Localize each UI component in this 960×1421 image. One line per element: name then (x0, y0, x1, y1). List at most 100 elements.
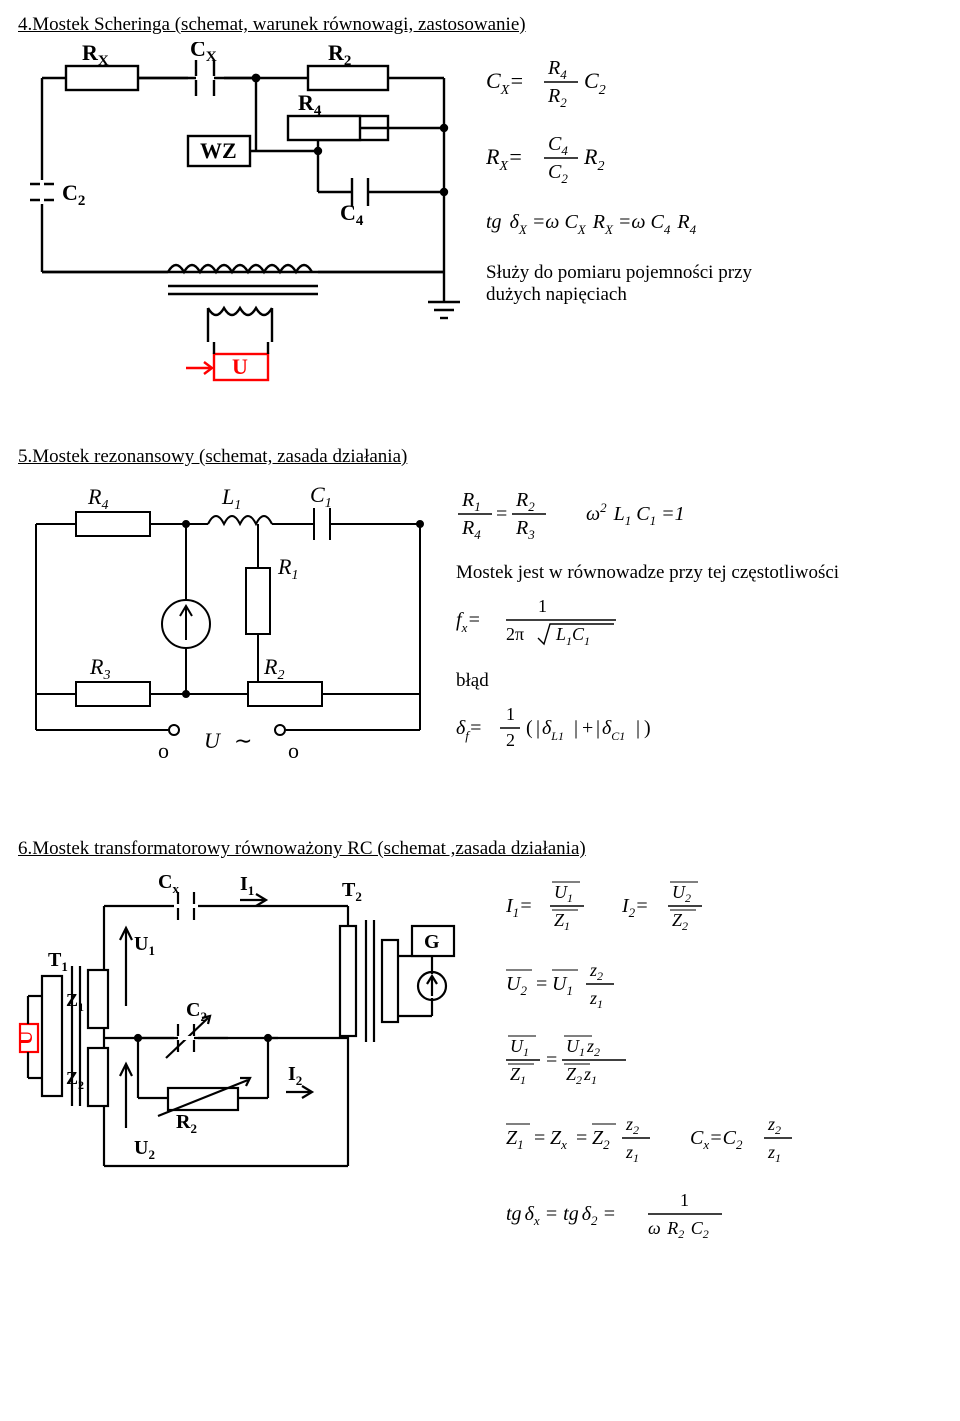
sec5-desc1: Mostek jest w równowadze przy tej często… (456, 562, 942, 584)
sec5-eq3: δf= 1 2 ( | δL1 | + | δC1 | ) (456, 700, 942, 760)
svg-text:ω2 L1: ω2 L1 C1 =1 (586, 495, 685, 530)
sec5-diagram: R4 L1 C1 R1 R3 R2 o U ∼ o (18, 474, 438, 820)
svg-text:T2: T2 (342, 879, 362, 904)
svg-text:=: = (536, 973, 547, 995)
svg-text:2π: 2π (506, 624, 524, 644)
svg-text:C2: C2 (186, 999, 207, 1024)
svg-text:z1: z1 (589, 988, 603, 1010)
svg-text:R3: R3 (89, 654, 110, 683)
svg-text:z2: z2 (625, 1114, 639, 1137)
svg-text:I1=: I1= (506, 895, 533, 920)
svg-text:U1: U1 (134, 933, 155, 958)
svg-text:I2: I2 (288, 1063, 302, 1088)
sec4-eq3: tg δX =ω CX RX =ω C4 R4 (486, 206, 942, 246)
svg-text:Z2: Z2 (592, 1127, 610, 1152)
svg-text:R4: R4 (547, 57, 567, 82)
sec6-eq1: I1= U1 Z1 I2= U2 Z2 (506, 878, 942, 940)
svg-text:1: 1 (538, 596, 547, 616)
svg-text:I2=: I2= (621, 895, 649, 920)
svg-text:Z1: Z1 (554, 910, 570, 933)
svg-text:R2: R2 (547, 85, 567, 108)
svg-text:U1: U1 (552, 973, 573, 998)
svg-text:δC1: δC1 (602, 717, 625, 743)
svg-text:1: 1 (680, 1190, 689, 1210)
sec6-eq3: U1 Z1 = U1z2 Z2z1 (506, 1032, 942, 1094)
svg-text:L1: L1 (221, 484, 241, 513)
svg-text:tg δX =ω: tg δX =ω CX RX =ω C4 R4 (486, 211, 697, 239)
svg-text:+: + (582, 717, 593, 739)
svg-text:U2: U2 (134, 1137, 155, 1162)
svg-text:R1: R1 (461, 489, 481, 514)
sec6-eq4: Z1 = Zx = Z2 z2 z1 Cx=C2 z2 z1 (506, 1110, 942, 1170)
svg-text:): ) (644, 717, 651, 739)
sec5-eq1: R1 R4 = R2 R3 ω2 L1 C1 =1 (456, 486, 942, 546)
svg-text:U1: U1 (510, 1036, 529, 1059)
sec4-desc: Służy do pomiaru pojemności przy dużych … (486, 262, 786, 306)
svg-text:z1: z1 (625, 1142, 639, 1164)
svg-text:tgδx =: tgδx = tgδ2 = (506, 1203, 616, 1230)
svg-text:Z2: Z2 (66, 1068, 84, 1092)
svg-text:Z1: Z1 (506, 1127, 524, 1152)
sec6-diagram: T1 T2 G Cx I1 U1 Z1 C2 R2 I2 Z2 U2 U (18, 866, 488, 1212)
svg-text:CX=: CX= (486, 68, 524, 98)
sec5-heading: 5.Mostek rezonansowy (schemat, zasada dz… (18, 446, 942, 468)
svg-text:(: ( (526, 717, 533, 739)
svg-text:R2: R2 (515, 489, 535, 514)
svg-text:δL1: δL1 (542, 717, 564, 743)
svg-text:U1: U1 (554, 882, 573, 905)
svg-text:R3: R3 (515, 517, 535, 540)
svg-text:R2: R2 (583, 144, 604, 174)
svg-text:fx=: fx= (456, 609, 481, 635)
svg-text:R4: R4 (461, 517, 481, 540)
svg-text:U2: U2 (506, 973, 527, 998)
svg-text:|: | (596, 717, 600, 739)
svg-text:∼: ∼ (234, 728, 252, 753)
svg-text:z2: z2 (589, 960, 603, 983)
svg-text:Cx=C2: Cx=C2 (690, 1127, 743, 1152)
svg-text:δf=: δf= (456, 717, 482, 743)
svg-text:RX=: RX= (486, 144, 523, 174)
svg-text:C2: C2 (548, 161, 568, 184)
svg-text:R4: R4 (87, 484, 108, 513)
svg-text:|: | (536, 717, 540, 739)
svg-text:WZ: WZ (200, 138, 237, 163)
svg-text:z1: z1 (767, 1142, 781, 1164)
svg-text:1: 1 (506, 704, 515, 724)
svg-text:G: G (424, 931, 440, 953)
svg-text:ω R2 C: ω R2 C2 (648, 1218, 709, 1240)
svg-text:R1: R1 (277, 554, 298, 583)
svg-text:R2: R2 (263, 654, 284, 683)
sec5-eq2: fx= 1 2π L1C1 (456, 592, 942, 654)
svg-text:Z2z1: Z2z1 (566, 1064, 597, 1087)
svg-text:I1: I1 (240, 873, 254, 898)
svg-text:|: | (574, 717, 578, 739)
sec6-eq2: U2 = U1 z2 z1 (506, 956, 942, 1016)
sec4-heading: 4.Mostek Scheringa (schemat, warunek rów… (18, 14, 942, 36)
svg-text:R2: R2 (176, 1111, 197, 1136)
svg-text:z2: z2 (767, 1114, 781, 1137)
svg-text:C4: C4 (548, 133, 568, 158)
sec4-eq1: CX= R4 R2 C2 (486, 54, 942, 114)
svg-text:T1: T1 (48, 949, 68, 974)
svg-text:o: o (288, 738, 299, 763)
svg-text:U1z2: U1z2 (566, 1036, 600, 1059)
svg-text:U: U (204, 728, 222, 753)
svg-text:Z1: Z1 (66, 990, 84, 1014)
svg-text:|: | (636, 717, 640, 739)
sec6-heading: 6.Mostek transformatorowy równoważony RC… (18, 838, 942, 860)
svg-text:U2: U2 (672, 882, 691, 905)
svg-text:=: = (576, 1127, 587, 1149)
svg-text:U: U (18, 1031, 37, 1045)
svg-text:U: U (232, 354, 248, 379)
svg-text:Z2: Z2 (672, 910, 688, 933)
sec4-diagram: RX CX R2 WZ R4 C2 C4 U (18, 42, 468, 428)
svg-text:C1: C1 (310, 482, 332, 511)
sec4-eq2: RX= C4 C2 R2 (486, 130, 942, 190)
sec6-eq5: tgδx = tgδ2 = 1 ω R2 C2 (506, 1186, 942, 1246)
sec5-blad: błąd (456, 670, 942, 692)
svg-text:Cx: Cx (158, 871, 179, 896)
svg-text:=: = (496, 503, 507, 525)
svg-text:2: 2 (506, 730, 515, 750)
svg-text:L1C1: L1C1 (555, 624, 590, 648)
svg-text:o: o (158, 738, 169, 763)
